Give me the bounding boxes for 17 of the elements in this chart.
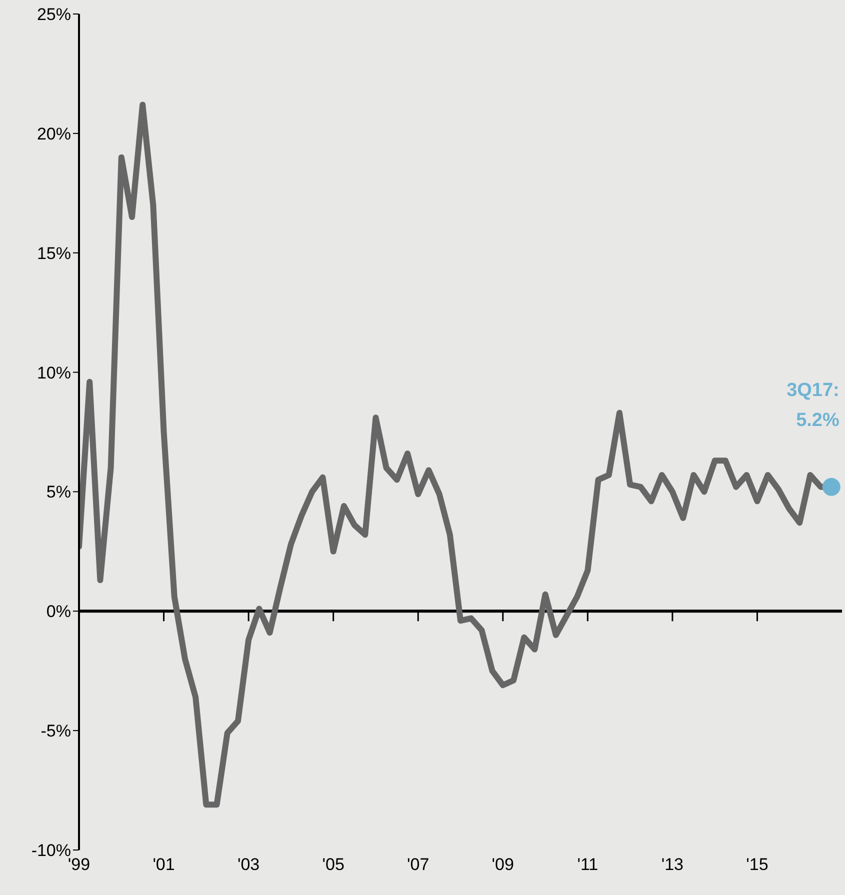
y-tick-label: 5% <box>46 482 71 502</box>
x-tick-label: '05 <box>322 855 344 874</box>
x-tick-label: '07 <box>407 855 430 874</box>
annotation: 3Q17: 5.2% <box>786 380 840 431</box>
x-tick-label: '03 <box>237 855 260 874</box>
x-tick-label: '15 <box>746 855 768 874</box>
y-tick-label: 25% <box>36 5 71 24</box>
x-tick-label: '09 <box>492 855 514 874</box>
y-tick-label: 15% <box>36 244 71 263</box>
x-tick-label: '11 <box>577 855 598 874</box>
y-tick-label: -5% <box>40 722 71 741</box>
y-tick-label: 10% <box>36 363 71 382</box>
x-tick-label: '13 <box>661 855 684 874</box>
y-tick-label: 20% <box>36 124 71 144</box>
y-tick-label: 0% <box>46 602 71 622</box>
x-tick-label: '99 <box>68 855 90 874</box>
x-tick-label: '01 <box>152 855 175 874</box>
